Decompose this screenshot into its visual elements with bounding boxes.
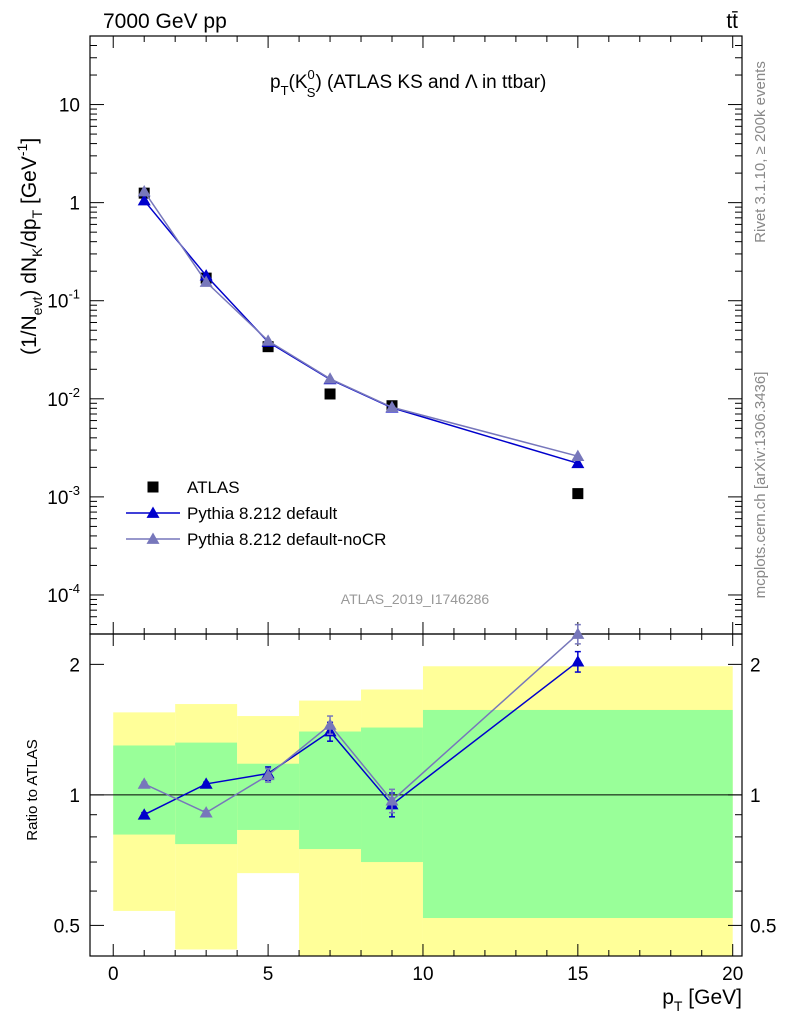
ratio-y-tick-label-right: 1	[750, 786, 761, 807]
mc-data-point	[137, 194, 151, 206]
rivet-label: Rivet 3.1.10, ≥ 200k events	[752, 61, 769, 243]
collision-label: 7000 GeV pp	[103, 10, 227, 33]
main-series-0	[138, 187, 584, 500]
main-series-1	[137, 194, 585, 469]
x-tick-label: 15	[567, 964, 588, 985]
mc-data-point	[571, 456, 585, 469]
legend-label: Pythia 8.212 default	[187, 504, 338, 523]
ratio-series-line	[143, 633, 579, 814]
ratio-y-tick-label-right: 0.5	[750, 916, 776, 937]
ratio-data-point	[385, 794, 399, 806]
x-tick-label: 5	[263, 964, 274, 985]
mc-data-point	[323, 372, 337, 384]
mc-data-point	[385, 400, 399, 413]
mc-data-point	[199, 275, 213, 287]
process-label: tt̄	[726, 10, 738, 33]
ratio-series-1	[137, 623, 585, 818]
ratio-series-line	[143, 660, 579, 816]
mc-data-point	[571, 449, 585, 462]
main-plot-title: pT(K0 S) (ATLAS KS and Λ in ttbar)	[270, 67, 546, 100]
main-y-tick-label: 10-4	[47, 581, 80, 607]
green-band-1	[175, 742, 238, 845]
legend-entry-2: Pythia 8.212 default-noCR	[126, 530, 386, 549]
ratio-data-point	[323, 718, 337, 730]
ratio-y-axis-label: Ratio to ATLAS	[24, 739, 41, 840]
main-y-tick-label: 10-2	[47, 385, 80, 411]
green-band-0	[113, 745, 176, 835]
main-y-axis-label: (1/Nevt) dNK/dpT [GeV-1]	[14, 138, 45, 355]
main-y-tick-label: 1	[69, 194, 80, 215]
ratio-uncertainty-bands	[90, 666, 742, 956]
ratio-y-tick-label-right: 2	[750, 655, 761, 676]
data-series	[137, 184, 585, 820]
ratio-y-tick-label: 0.5	[54, 916, 80, 937]
legend-label: ATLAS	[187, 478, 240, 497]
axes: 0 5 10 15 20 10 1 10-1 10-2 10-3 10-4 0.5 0.5 1 1 2 2	[47, 35, 776, 985]
legend-label: Pythia 8.212 default-noCR	[187, 530, 386, 549]
legend-marker	[146, 532, 160, 544]
series-line	[143, 191, 579, 457]
atlas-data-point	[147, 481, 159, 493]
x-tick-label: 10	[412, 964, 433, 985]
main-y-tick-label: 10-1	[47, 287, 80, 313]
x-tick-label: 20	[722, 964, 743, 985]
ratio-data-point	[261, 768, 275, 781]
atlas-data-point	[572, 488, 584, 500]
mc-data-point	[261, 334, 275, 346]
ratio-data-point	[199, 806, 213, 818]
main-y-tick-label: 10-3	[47, 483, 80, 509]
x-axis-label: pT [GeV]	[662, 986, 742, 1014]
mcplots-label: mcplots.cern.ch [arXiv:1306.3436]	[752, 372, 769, 599]
analysis-id-label: ATLAS_2019_I1746286	[341, 591, 490, 607]
ratio-data-point	[571, 627, 585, 639]
series-line	[143, 200, 579, 465]
atlas-data-point	[324, 388, 336, 400]
legend: ATLAS Pythia 8.212 default Pythia 8.212 de…	[126, 478, 386, 549]
main-series-2	[137, 184, 585, 462]
x-tick-label: 0	[108, 964, 119, 985]
ratio-y-tick-label: 2	[69, 655, 80, 676]
mc-data-point	[137, 184, 151, 197]
ratio-data-point	[571, 655, 585, 667]
ratio-data-point	[137, 777, 151, 789]
legend-marker	[146, 506, 160, 518]
legend-entry-1: Pythia 8.212 default	[126, 504, 338, 523]
legend-entry-0: ATLAS	[147, 478, 240, 497]
ratio-data-point	[137, 808, 151, 820]
green-band-5	[422, 709, 733, 919]
ratio-data-point	[199, 777, 213, 789]
green-band-3	[299, 731, 362, 850]
ratio-y-tick-label: 1	[69, 786, 80, 807]
main-y-tick-label: 10	[59, 96, 80, 117]
